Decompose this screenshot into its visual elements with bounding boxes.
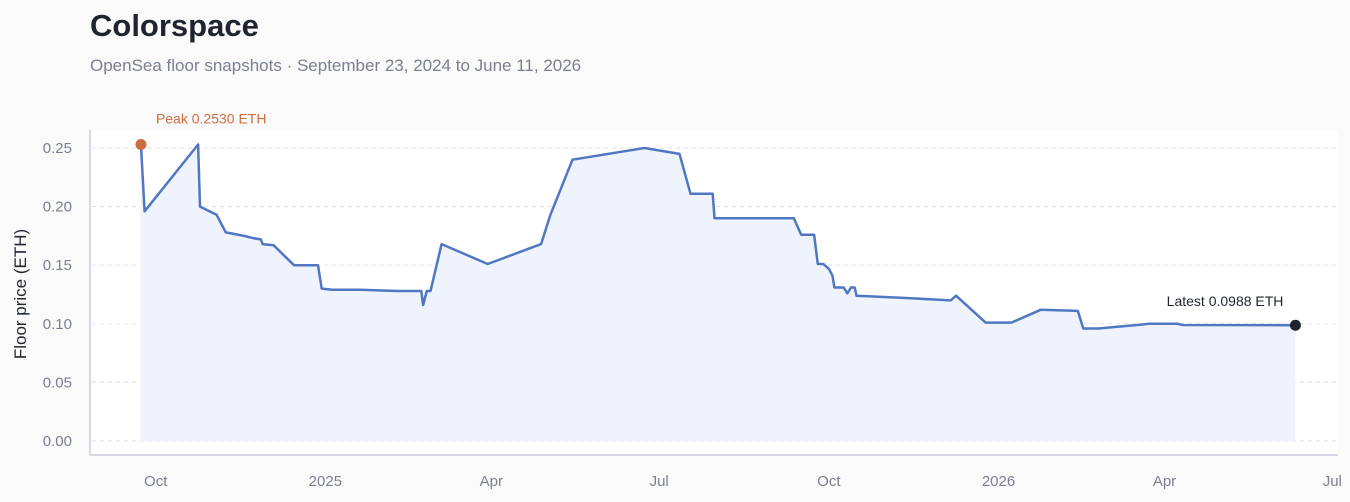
x-tick-label: Apr [480,473,503,490]
y-axis-label: Floor price (ETH) [11,229,30,359]
x-tick-label: 2025 [309,473,342,490]
chart-title: Colorspace [90,8,259,43]
x-tick-label: Apr [1153,473,1176,490]
x-tick-label: Jul [650,473,669,490]
y-tick-label: 0.00 [43,433,72,450]
annotations: Peak 0.2530 ETH Latest 0.0988 ETH [135,110,1301,331]
latest-annotation: Latest 0.0988 ETH [1167,293,1284,309]
series-line [139,143,1297,330]
x-tick-label: Oct [144,473,168,490]
x-axis-ticks: Oct 2025 Apr Jul Oct 2026 Apr Jul [144,473,1342,490]
x-tick-label: 2026 [982,473,1015,490]
peak-marker [135,138,147,150]
chart-subtitle: OpenSea floor snapshots · September 23, … [90,56,582,75]
x-tick-label: Jul [1323,473,1342,490]
peak-annotation: Peak 0.2530 ETH [156,110,267,126]
y-tick-label: 0.15 [43,257,72,274]
series-area [140,144,1296,441]
y-tick-label: 0.05 [43,374,72,391]
y-tick-label: 0.25 [43,140,72,157]
x-tick-label: Oct [817,473,841,490]
y-tick-label: 0.20 [43,199,72,216]
y-axis-ticks: 0.00 0.05 0.10 0.15 0.20 0.25 [43,140,72,450]
y-tick-label: 0.10 [43,316,72,333]
latest-marker [1289,319,1301,331]
